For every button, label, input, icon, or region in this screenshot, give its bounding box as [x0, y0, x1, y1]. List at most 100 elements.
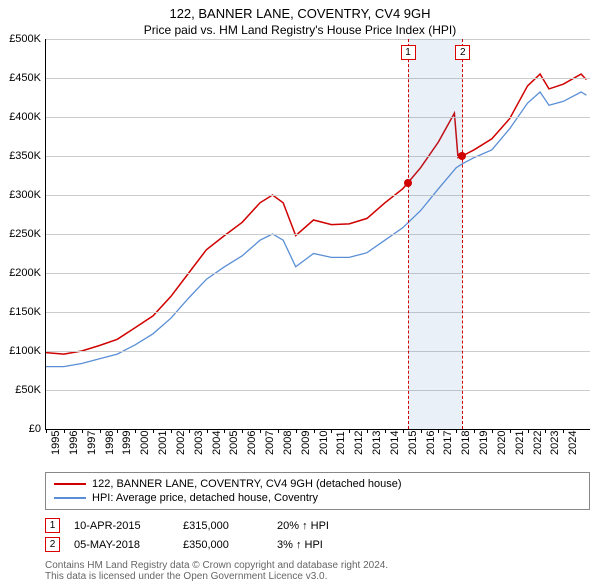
legend-swatch — [54, 497, 86, 499]
x-tick-mark — [438, 429, 439, 433]
footer: Contains HM Land Registry data © Crown c… — [45, 560, 590, 582]
legend-row: HPI: Average price, detached house, Cove… — [54, 491, 581, 505]
legend-swatch — [54, 483, 86, 485]
x-tick-mark — [117, 429, 118, 433]
x-tick-label: 1997 — [86, 431, 98, 455]
x-tick-label: 2019 — [478, 431, 490, 455]
series-line — [46, 92, 586, 367]
x-tick-label: 1998 — [104, 431, 116, 455]
x-tick-label: 2017 — [442, 431, 454, 455]
y-tick-label: £200K — [1, 267, 41, 279]
x-tick-label: 1999 — [121, 431, 133, 455]
footer-line: Contains HM Land Registry data © Crown c… — [45, 560, 590, 571]
gridline — [46, 156, 590, 157]
x-tick-label: 1996 — [68, 431, 80, 455]
gridline — [46, 312, 590, 313]
x-tick-label: 2016 — [425, 431, 437, 455]
gridline — [46, 117, 590, 118]
y-tick-label: £100K — [1, 345, 41, 357]
sale-marker-2: 2 — [455, 45, 470, 60]
x-tick-label: 2024 — [567, 431, 579, 455]
y-tick-label: £0 — [1, 423, 41, 435]
line-chart: £0£50K£100K£150K£200K£250K£300K£350K£400… — [45, 39, 590, 430]
chart-title: 122, BANNER LANE, COVENTRY, CV4 9GH — [0, 0, 600, 21]
x-tick-mark — [135, 429, 136, 433]
x-tick-mark — [403, 429, 404, 433]
x-tick-mark — [349, 429, 350, 433]
sale-row-delta: 3% ↑ HPI — [277, 539, 323, 551]
x-tick-label: 2015 — [407, 431, 419, 455]
sale-row: 1 10-APR-2015 £315,000 20% ↑ HPI — [45, 516, 590, 535]
x-tick-mark — [260, 429, 261, 433]
x-tick-mark — [545, 429, 546, 433]
x-tick-mark — [46, 429, 47, 433]
x-tick-label: 2021 — [514, 431, 526, 455]
x-tick-mark — [331, 429, 332, 433]
sale-row-date: 10-APR-2015 — [74, 520, 169, 532]
x-tick-mark — [456, 429, 457, 433]
x-tick-mark — [171, 429, 172, 433]
sale-vline — [408, 39, 409, 429]
x-tick-label: 2003 — [193, 431, 205, 455]
x-tick-mark — [242, 429, 243, 433]
legend-label: HPI: Average price, detached house, Cove… — [92, 492, 318, 504]
x-tick-label: 2001 — [157, 431, 169, 455]
sale-marker-1: 1 — [401, 45, 416, 60]
x-tick-label: 2022 — [532, 431, 544, 455]
x-tick-mark — [296, 429, 297, 433]
sale-row-price: £350,000 — [183, 539, 263, 551]
x-tick-mark — [153, 429, 154, 433]
legend: 122, BANNER LANE, COVENTRY, CV4 9GH (det… — [45, 472, 590, 510]
footer-line: This data is licensed under the Open Gov… — [45, 571, 590, 582]
x-tick-mark — [492, 429, 493, 433]
x-tick-mark — [189, 429, 190, 433]
gridline — [46, 234, 590, 235]
x-tick-mark — [64, 429, 65, 433]
x-tick-label: 2007 — [264, 431, 276, 455]
x-tick-label: 2012 — [353, 431, 365, 455]
x-tick-label: 2023 — [549, 431, 561, 455]
x-tick-label: 2020 — [496, 431, 508, 455]
sale-period-shade — [408, 39, 463, 429]
x-tick-mark — [100, 429, 101, 433]
gridline — [46, 78, 590, 79]
sale-row-marker: 1 — [45, 518, 60, 533]
x-tick-label: 1995 — [50, 431, 62, 455]
y-tick-label: £500K — [1, 33, 41, 45]
legend-label: 122, BANNER LANE, COVENTRY, CV4 9GH (det… — [92, 478, 402, 490]
y-tick-label: £350K — [1, 150, 41, 162]
y-tick-label: £50K — [1, 384, 41, 396]
x-tick-label: 2014 — [389, 431, 401, 455]
x-tick-label: 2006 — [246, 431, 258, 455]
x-tick-label: 2010 — [318, 431, 330, 455]
sale-row-marker: 2 — [45, 537, 60, 552]
sale-vline — [462, 39, 463, 429]
y-tick-label: £300K — [1, 189, 41, 201]
sales-table: 1 10-APR-2015 £315,000 20% ↑ HPI 2 05-MAY-201… — [45, 516, 590, 554]
x-tick-mark — [367, 429, 368, 433]
y-tick-label: £400K — [1, 111, 41, 123]
y-tick-label: £250K — [1, 228, 41, 240]
x-tick-label: 2002 — [175, 431, 187, 455]
x-tick-label: 2004 — [211, 431, 223, 455]
x-tick-mark — [421, 429, 422, 433]
legend-row: 122, BANNER LANE, COVENTRY, CV4 9GH (det… — [54, 477, 581, 491]
x-tick-label: 2013 — [371, 431, 383, 455]
x-tick-label: 2008 — [282, 431, 294, 455]
x-tick-mark — [528, 429, 529, 433]
x-tick-mark — [278, 429, 279, 433]
gridline — [46, 195, 590, 196]
x-tick-label: 2000 — [139, 431, 151, 455]
x-tick-mark — [563, 429, 564, 433]
sale-row-price: £315,000 — [183, 520, 263, 532]
gridline — [46, 390, 590, 391]
x-tick-label: 2009 — [300, 431, 312, 455]
y-tick-label: £450K — [1, 72, 41, 84]
sale-dot — [458, 152, 466, 160]
sale-row-date: 05-MAY-2018 — [74, 539, 169, 551]
x-tick-mark — [474, 429, 475, 433]
sale-row-delta: 20% ↑ HPI — [277, 520, 329, 532]
sale-row: 2 05-MAY-2018 £350,000 3% ↑ HPI — [45, 535, 590, 554]
x-tick-label: 2011 — [335, 431, 347, 455]
chart-subtitle: Price paid vs. HM Land Registry's House … — [0, 21, 600, 39]
